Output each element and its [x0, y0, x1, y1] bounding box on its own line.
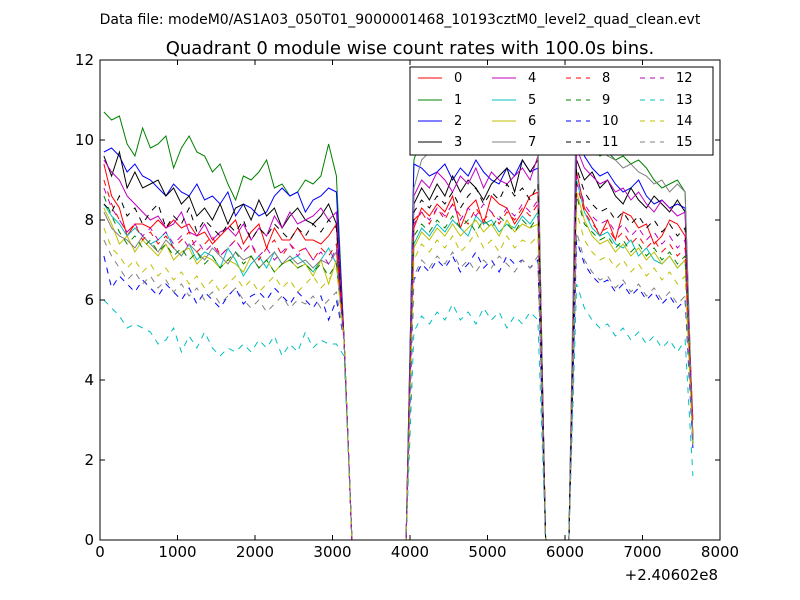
legend-label-11: 11	[602, 135, 619, 150]
y-tick-label: 12	[75, 51, 94, 69]
y-tick-label: 10	[75, 131, 94, 149]
figure-suptitle: Data file: modeM0/AS1A03_050T01_90000014…	[100, 12, 701, 28]
legend-label-14: 14	[676, 114, 693, 129]
legend-label-13: 13	[676, 93, 693, 108]
x-tick-label: 7000	[623, 543, 661, 561]
x-tick-label: 8000	[701, 543, 739, 561]
series-line-14	[103, 211, 694, 540]
series-line-12	[103, 175, 694, 540]
legend-label-6: 6	[528, 114, 536, 129]
series-line-13	[103, 283, 694, 540]
x-tick-label: 2000	[236, 543, 274, 561]
y-tick-label: 0	[84, 531, 94, 549]
x-tick-label: 0	[95, 543, 105, 561]
axis-ticks: 0 1000 2000 3000 4000 5000 6000 7000 80000246810…	[75, 51, 739, 561]
legend-label-7: 7	[528, 135, 536, 150]
series-line-0	[103, 163, 694, 540]
legend-label-4: 4	[528, 71, 536, 86]
legend-label-9: 9	[602, 93, 610, 108]
legend-label-8: 8	[602, 71, 610, 86]
x-offset-label: +2.40602e8	[625, 566, 718, 584]
series-line-5	[103, 179, 694, 540]
series-line-9	[103, 195, 694, 540]
plot-frame	[99, 59, 721, 541]
series-line-11	[103, 167, 694, 540]
series-line-8	[103, 179, 694, 540]
legend-label-10: 10	[602, 114, 619, 129]
series-line-2	[103, 123, 694, 540]
legend-box	[409, 66, 714, 156]
y-tick-label: 4	[84, 371, 94, 389]
chart-title: Quadrant 0 module wise count rates with …	[166, 38, 655, 59]
series-line-6	[103, 191, 694, 540]
legend-label-2: 2	[454, 114, 462, 129]
series-line-3	[103, 150, 694, 540]
x-tick-label: 6000	[546, 543, 584, 561]
y-tick-label: 6	[84, 291, 94, 309]
series-line-4	[103, 147, 694, 540]
x-tick-label: 5000	[468, 543, 506, 561]
series-line-15	[103, 231, 694, 540]
x-tick-label: 3000	[313, 543, 351, 561]
y-tick-label: 2	[84, 451, 94, 469]
legend-label-12: 12	[676, 71, 693, 86]
legend-label-1: 1	[454, 93, 462, 108]
y-tick-label: 8	[84, 211, 94, 229]
legend-label-5: 5	[528, 93, 536, 108]
x-tick-label: 4000	[391, 543, 429, 561]
legend-label-3: 3	[454, 135, 462, 150]
x-tick-label: 1000	[158, 543, 196, 561]
legend-label-15: 15	[676, 135, 693, 150]
legend-label-0: 0	[454, 71, 462, 86]
